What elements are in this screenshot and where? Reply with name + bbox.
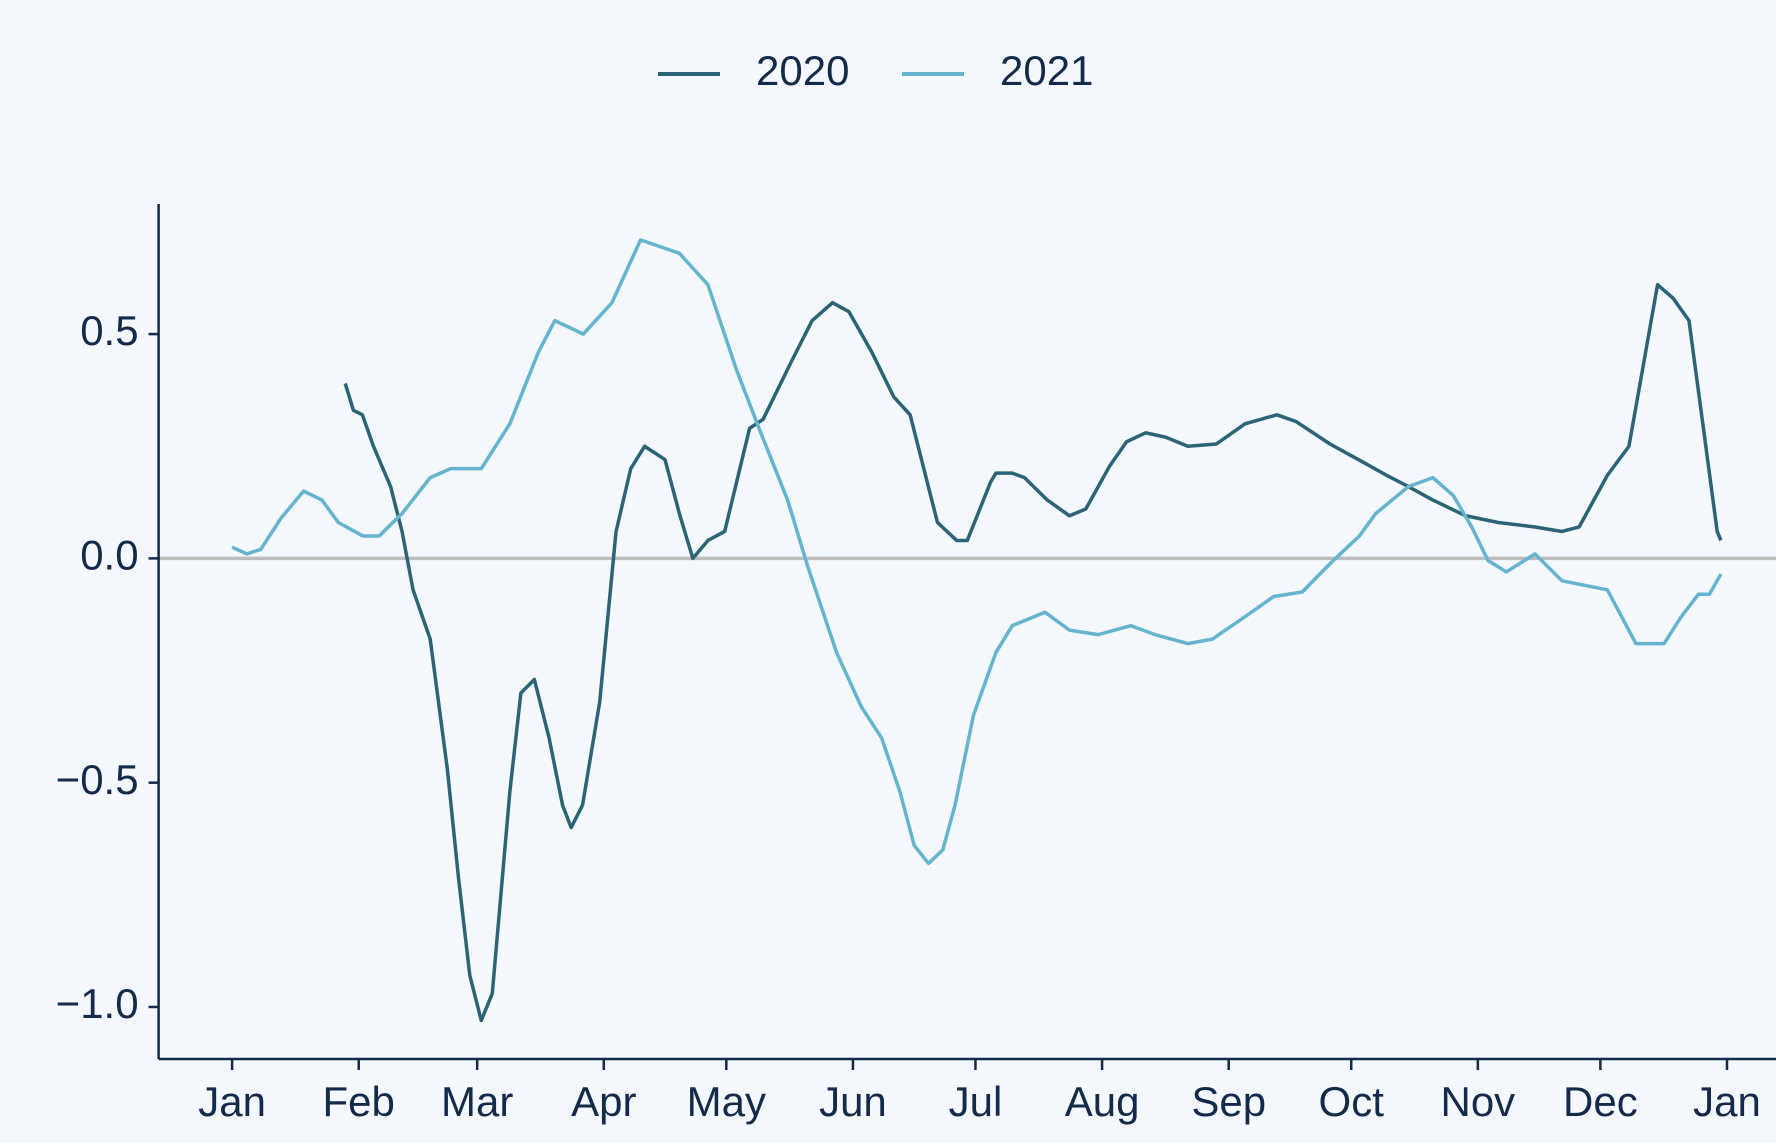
x-tick-label: Jan (1693, 1078, 1761, 1125)
x-tick-label: Feb (323, 1078, 395, 1125)
x-tick-label: Jan (198, 1078, 266, 1125)
legend-label: 2020 (756, 47, 849, 94)
x-tick-label: May (687, 1078, 766, 1125)
y-tick-label: 0.5 (80, 307, 138, 354)
x-tick-label: Sep (1191, 1078, 1266, 1125)
x-tick-label: Aug (1065, 1078, 1140, 1125)
x-tick-label: Nov (1440, 1078, 1515, 1125)
y-tick-label: −0.5 (56, 756, 139, 803)
series-line (231, 238, 1723, 866)
y-tick-label: −1.0 (56, 980, 139, 1027)
x-tick-label: Jun (819, 1078, 887, 1125)
x-tick-label: Oct (1319, 1078, 1385, 1125)
x-tick-label: Apr (571, 1078, 636, 1125)
x-tick-label: Jul (949, 1078, 1003, 1125)
legend-label: 2021 (1000, 47, 1093, 94)
y-tick-label: 0.0 (80, 531, 138, 578)
series-line (343, 283, 1723, 1023)
x-tick-label: Dec (1563, 1078, 1638, 1125)
x-tick-label: Mar (441, 1078, 513, 1125)
